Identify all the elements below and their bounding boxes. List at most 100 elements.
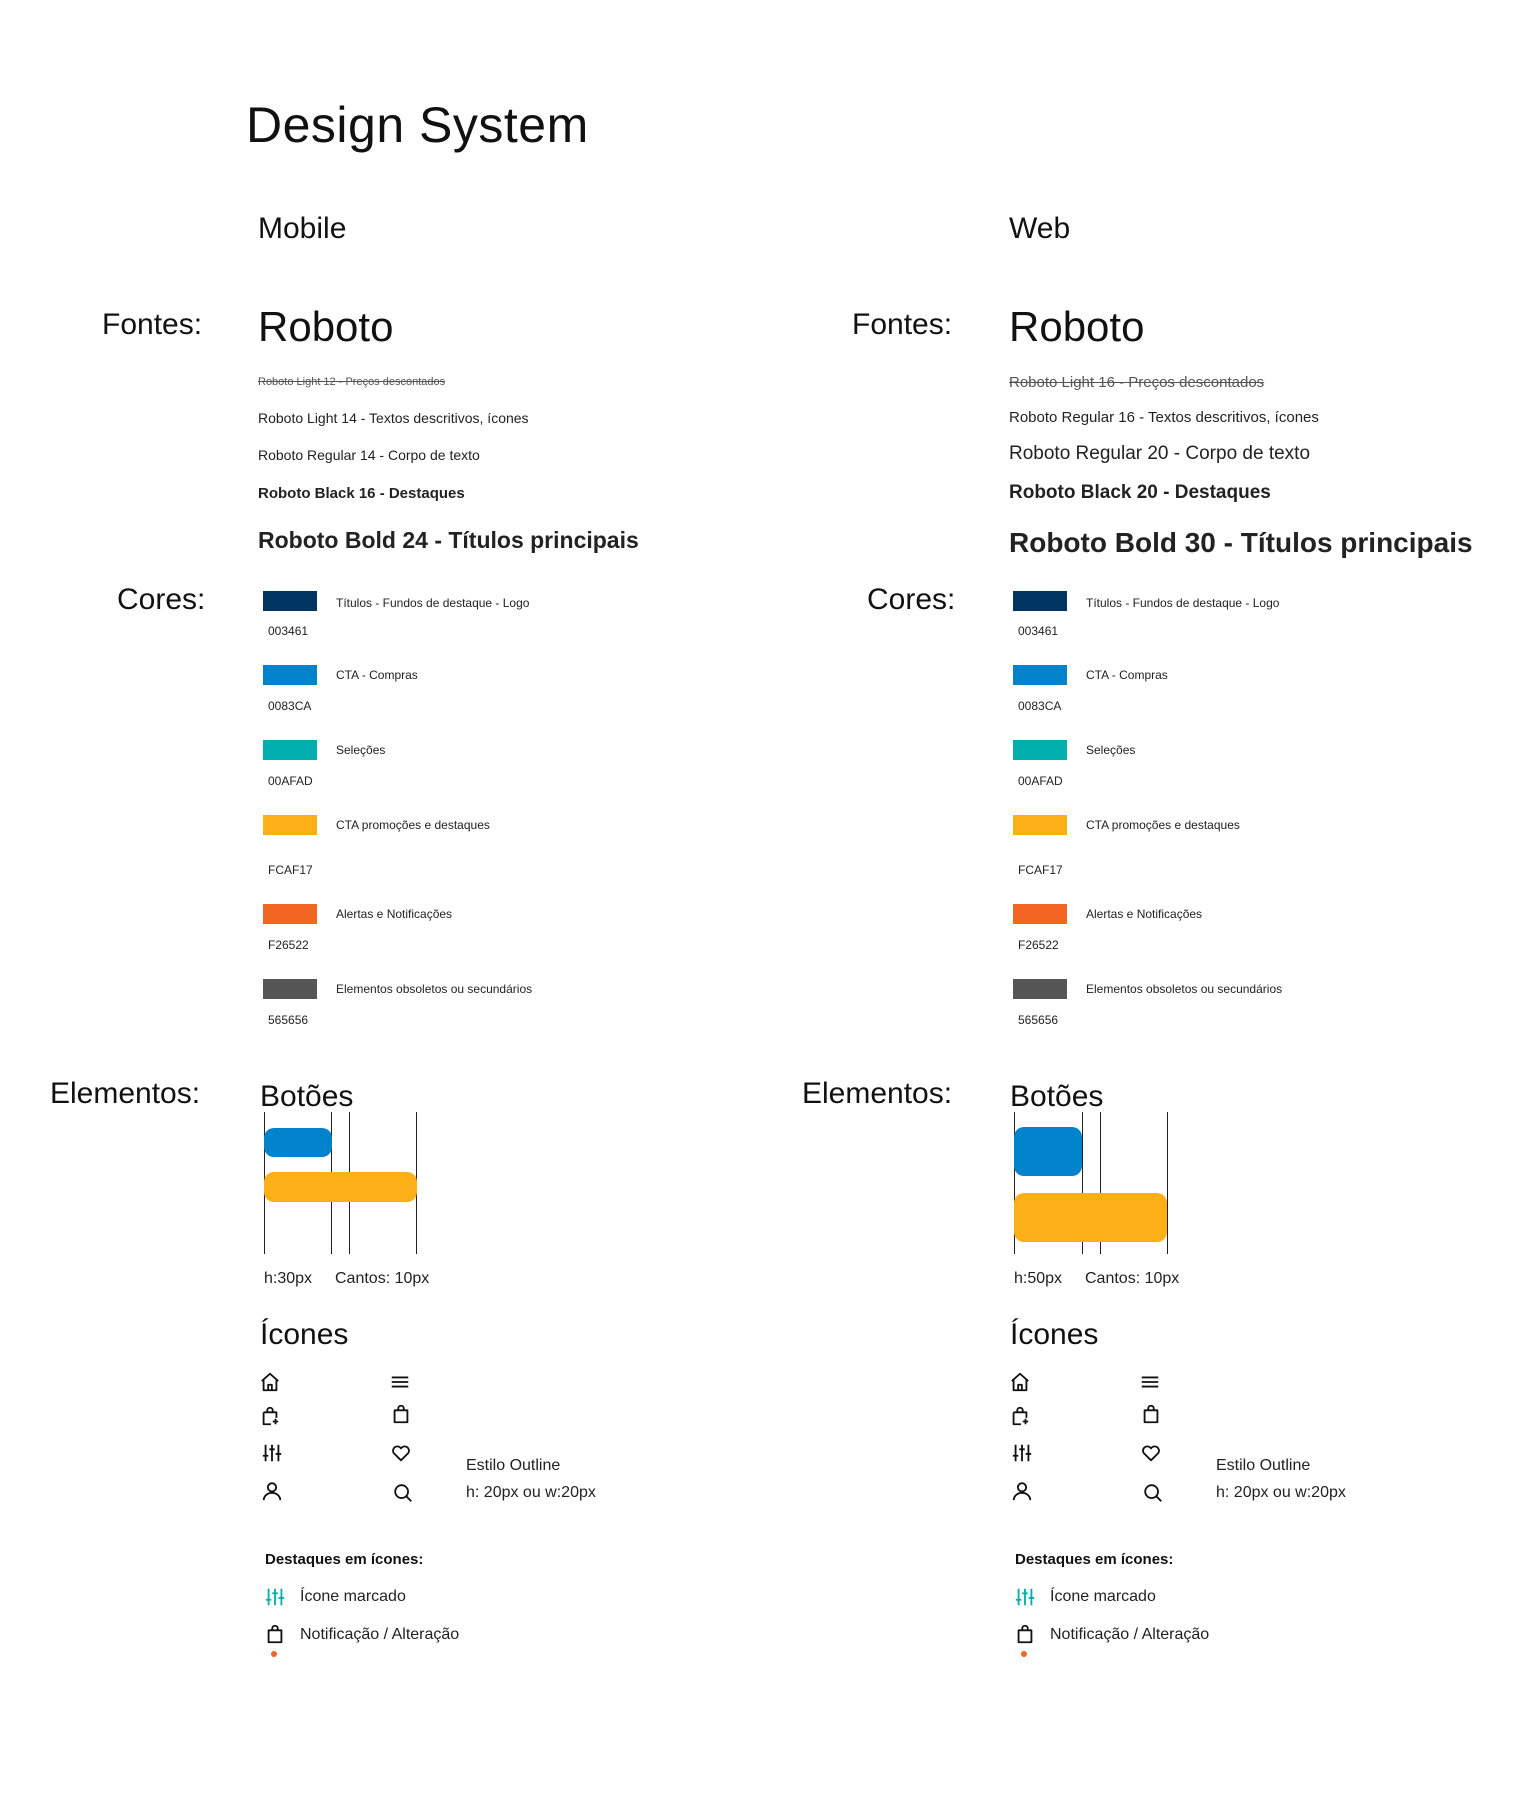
color-desc: CTA - Compras: [1086, 668, 1168, 682]
color-hex: 0083CA: [268, 699, 312, 713]
icon-highlights-heading: Destaques em ícones:: [1015, 1551, 1174, 1568]
home-icon: [259, 1371, 281, 1393]
button-corners-note: Cantos: 10px: [335, 1270, 430, 1287]
bag-notification-icon: [1014, 1623, 1036, 1645]
user-icon: [261, 1480, 283, 1502]
color-hex: 003461: [1018, 624, 1059, 638]
page-title: Design System: [246, 97, 589, 153]
swatch-yellow: [263, 815, 317, 835]
swatch-navy: [263, 591, 317, 611]
sample-button-yellow: [1014, 1193, 1167, 1242]
mobile-heading: Mobile: [258, 212, 347, 245]
sliders-icon: [261, 1442, 283, 1464]
web-buttons-heading: Botões: [1010, 1080, 1104, 1113]
swatch-orange: [263, 904, 317, 924]
mobile-buttons-heading: Botões: [260, 1080, 354, 1113]
mobile-font-sample-light14: Roboto Light 14 - Textos descritivos, íc…: [258, 410, 529, 426]
mobile-fonts-label: Fontes:: [102, 308, 203, 341]
mobile-colors-label: Cores:: [117, 583, 206, 616]
highlight-marked-label: Ícone marcado: [1050, 1588, 1156, 1605]
swatch-teal: [263, 740, 317, 760]
color-desc: Elementos obsoletos ou secundários: [1086, 982, 1283, 996]
icon-style-note: Estilo Outline: [466, 1457, 561, 1474]
highlight-notification-label: Notificação / Alteração: [1050, 1626, 1210, 1643]
web-font-family: Roboto: [1009, 303, 1145, 350]
color-hex: 00AFAD: [268, 774, 313, 788]
sliders-marked-icon: [1014, 1586, 1036, 1608]
icon-highlights-heading: Destaques em ícones:: [265, 1551, 424, 1568]
web-font-sample-bold30: Roboto Bold 30 - Títulos principais: [1009, 527, 1473, 558]
notification-dot: [271, 1651, 277, 1657]
highlight-notification-label: Notificação / Alteração: [300, 1626, 460, 1643]
color-desc: Seleções: [1086, 743, 1136, 757]
mobile-icons-heading: Ícones: [260, 1318, 349, 1351]
web-elements-label: Elementos:: [802, 1077, 953, 1110]
swatch-gray: [1013, 979, 1067, 999]
color-desc: CTA promoções e destaques: [336, 818, 490, 832]
mobile-font-sample-bold24: Roboto Bold 24 - Títulos principais: [258, 527, 639, 553]
bag-add-icon: [1009, 1405, 1031, 1427]
mobile-font-sample-light12: Roboto Light 12 - Preços descontados: [258, 376, 446, 388]
bag-notification-icon: [264, 1623, 286, 1645]
swatch-orange: [1013, 904, 1067, 924]
sliders-marked-icon: [264, 1586, 286, 1608]
swatch-navy: [1013, 591, 1067, 611]
notification-dot: [1021, 1651, 1027, 1657]
color-desc: Alertas e Notificações: [336, 907, 453, 921]
guide-line: [1014, 1112, 1015, 1254]
mobile-font-family: Roboto: [258, 303, 394, 350]
color-desc: CTA - Compras: [336, 668, 418, 682]
web-icons-heading: Ícones: [1010, 1318, 1099, 1351]
button-height-note: h:50px: [1014, 1270, 1063, 1287]
button-height-note: h:30px: [264, 1270, 313, 1287]
web-font-sample-regular20: Roboto Regular 20 - Corpo de texto: [1009, 443, 1311, 464]
color-hex: 003461: [268, 624, 309, 638]
button-corners-note: Cantos: 10px: [1085, 1270, 1180, 1287]
color-hex: 565656: [268, 1013, 309, 1027]
swatch-blue: [1013, 665, 1067, 685]
web-heading: Web: [1009, 212, 1071, 245]
icon-style-note: Estilo Outline: [1216, 1457, 1311, 1474]
sample-button-yellow: [264, 1172, 417, 1202]
web-font-sample-regular16: Roboto Regular 16 - Textos descritivos, …: [1009, 409, 1319, 426]
color-hex: FCAF17: [268, 863, 313, 877]
mobile-font-sample-regular14: Roboto Regular 14 - Corpo de texto: [258, 447, 480, 463]
guide-line: [1100, 1112, 1101, 1254]
mobile-elements-label: Elementos:: [50, 1077, 201, 1110]
color-desc: Seleções: [336, 743, 386, 757]
color-desc: Títulos - Fundos de destaque - Logo: [1086, 596, 1280, 610]
color-desc: Elementos obsoletos ou secundários: [336, 982, 533, 996]
color-hex: 00AFAD: [1018, 774, 1063, 788]
web-fonts-label: Fontes:: [852, 308, 953, 341]
sample-button-blue: [264, 1128, 332, 1157]
color-hex: F26522: [1018, 938, 1059, 952]
bag-icon: [390, 1403, 412, 1425]
web-font-sample-black20: Roboto Black 20 - Destaques: [1009, 482, 1271, 503]
menu-icon: [389, 1371, 411, 1393]
web-font-sample-light16: Roboto Light 16 - Preços descontados: [1009, 374, 1265, 391]
swatch-blue: [263, 665, 317, 685]
color-hex: 0083CA: [1018, 699, 1062, 713]
mobile-font-sample-black16: Roboto Black 16 - Destaques: [258, 485, 465, 502]
home-icon: [1009, 1371, 1031, 1393]
guide-line: [1167, 1112, 1168, 1254]
color-desc: Títulos - Fundos de destaque - Logo: [336, 596, 530, 610]
sample-button-blue: [1014, 1127, 1082, 1176]
swatch-yellow: [1013, 815, 1067, 835]
web-colors-label: Cores:: [867, 583, 956, 616]
bag-add-icon: [259, 1405, 281, 1427]
heart-icon: [390, 1442, 412, 1464]
color-hex: F26522: [268, 938, 309, 952]
color-desc: Alertas e Notificações: [1086, 907, 1203, 921]
bag-icon: [1140, 1403, 1162, 1425]
sliders-icon: [1011, 1442, 1033, 1464]
icon-size-note: h: 20px ou w:20px: [466, 1484, 596, 1501]
user-icon: [1011, 1480, 1033, 1502]
menu-icon: [1139, 1371, 1161, 1393]
highlight-marked-label: Ícone marcado: [300, 1588, 406, 1605]
swatch-gray: [263, 979, 317, 999]
icon-size-note: h: 20px ou w:20px: [1216, 1484, 1346, 1501]
search-icon: [1142, 1482, 1164, 1504]
guide-line: [1082, 1112, 1083, 1254]
heart-icon: [1140, 1442, 1162, 1464]
